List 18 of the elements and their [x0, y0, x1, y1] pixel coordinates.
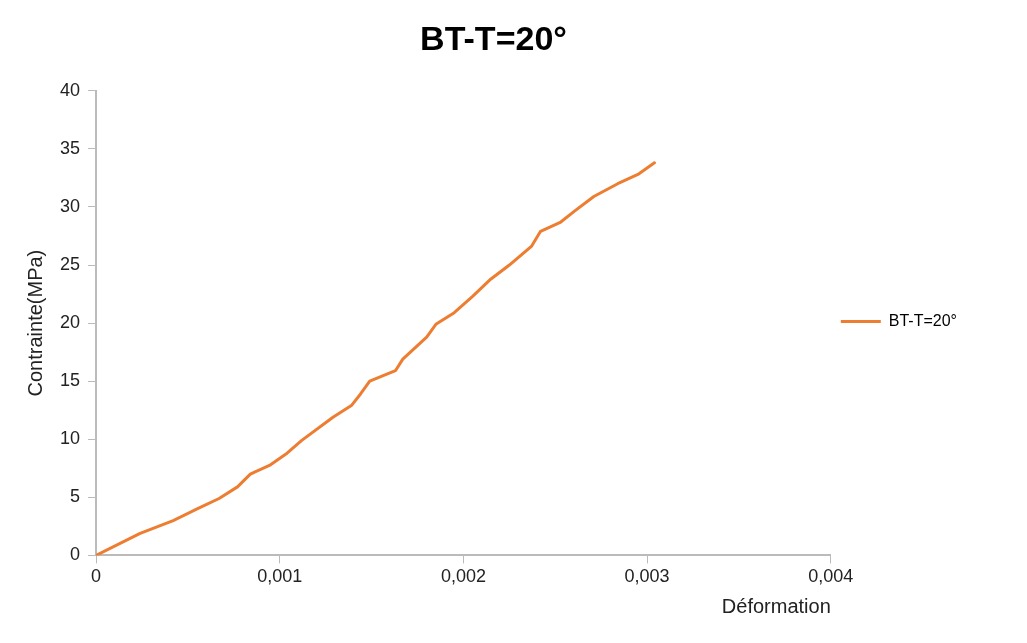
- y-tick-label: 25: [59, 253, 81, 274]
- x-tick-label: 0: [91, 566, 102, 587]
- y-tick-label: 20: [59, 312, 81, 333]
- y-tick-label: 0: [70, 544, 81, 565]
- x-axis-title: Déformation: [721, 594, 831, 617]
- y-tick-label: 5: [70, 486, 81, 507]
- chart-title: BT-T=20°: [420, 18, 567, 57]
- x-tick-label: 0,001: [257, 566, 303, 587]
- y-tick-label: 15: [59, 370, 81, 391]
- y-tick-label: 35: [59, 137, 81, 158]
- legend-label: BT-T=20°: [888, 311, 957, 329]
- y-tick-label: 30: [59, 195, 81, 216]
- x-tick-label: 0,002: [440, 566, 486, 587]
- x-tick-label: 0,003: [624, 566, 670, 587]
- y-tick-label: 10: [59, 428, 81, 449]
- x-tick-label: 0,004: [808, 566, 854, 587]
- y-axis-title: Contrainte(MPa): [23, 249, 46, 397]
- y-tick-label: 40: [59, 79, 81, 100]
